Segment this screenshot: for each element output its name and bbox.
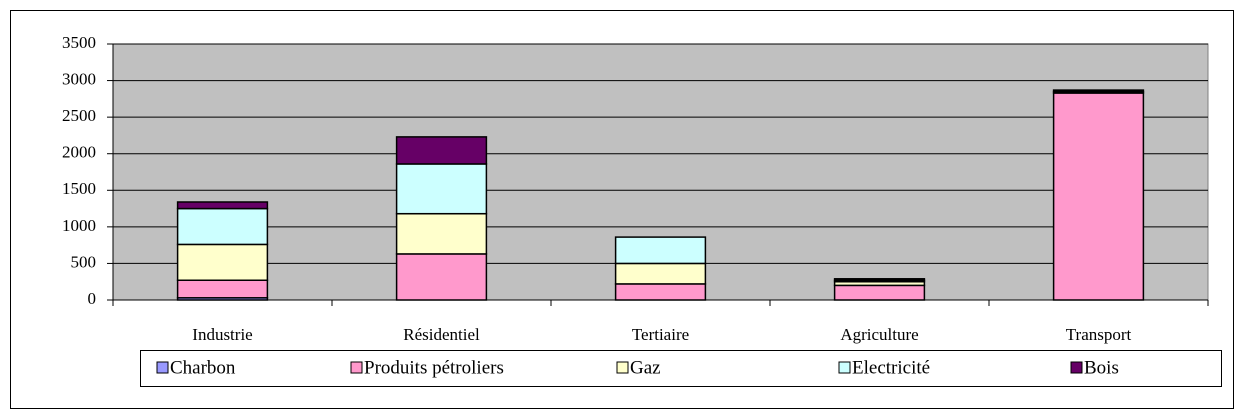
bar-segment — [176, 243, 269, 282]
x-tick-label: Industrie — [192, 325, 252, 344]
x-tick-label: Résidentiel — [403, 325, 480, 344]
legend-swatch — [156, 361, 169, 374]
bar-segment — [395, 136, 488, 165]
legend-swatch — [1070, 361, 1083, 374]
legend-box — [140, 350, 1222, 387]
legend-swatch — [350, 361, 363, 374]
y-tick-label: 1000 — [62, 216, 96, 235]
bar-segment — [614, 283, 707, 301]
y-tick-label: 1500 — [62, 179, 96, 198]
bar-segment — [833, 284, 926, 301]
bar-segment — [176, 207, 269, 246]
bar-segment — [614, 236, 707, 265]
bar-segment — [614, 262, 707, 285]
bar-segment — [395, 163, 488, 215]
legend-label: Gaz — [630, 357, 661, 378]
y-tick-label: 3500 — [62, 33, 96, 52]
y-tick-label: 500 — [71, 252, 97, 271]
legend-label: Bois — [1084, 357, 1119, 378]
bar-segment — [176, 201, 269, 210]
x-tick-label: Transport — [1066, 325, 1132, 344]
legend-label: Charbon — [170, 357, 236, 378]
bar-segment — [176, 279, 269, 299]
bar-segment — [833, 278, 926, 282]
legend-swatch — [838, 361, 851, 374]
bar-segment — [395, 253, 488, 301]
bar-segment — [395, 212, 488, 255]
y-tick-label: 0 — [88, 289, 97, 308]
y-tick-label: 2000 — [62, 143, 96, 162]
y-tick-label: 2500 — [62, 106, 96, 125]
legend-label: Electricité — [852, 357, 930, 378]
bar-segment — [1052, 92, 1145, 301]
legend-swatch — [616, 361, 629, 374]
x-tick-label: Tertiaire — [632, 325, 689, 344]
legend-label: Produits pétroliers — [364, 357, 504, 378]
y-tick-label: 3000 — [62, 69, 96, 88]
x-tick-label: Agriculture — [840, 325, 918, 344]
bar-segment — [1052, 89, 1145, 93]
